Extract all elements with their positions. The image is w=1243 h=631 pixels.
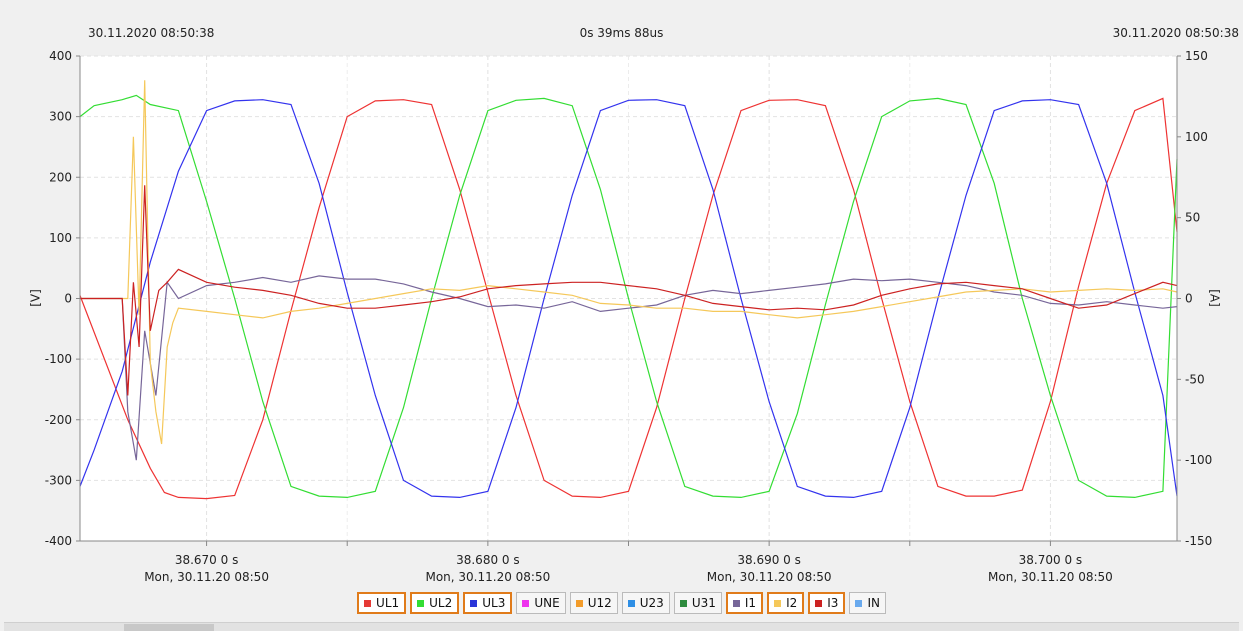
legend-swatch xyxy=(774,599,782,607)
duration-readout: 0s 39ms 88us xyxy=(579,26,664,40)
legend-swatch xyxy=(575,599,583,607)
legend-label: UL1 xyxy=(376,596,400,610)
legend-toggle-ul1[interactable]: UL1 xyxy=(357,592,407,614)
left-tick-label: 200 xyxy=(49,170,72,184)
legend-swatch xyxy=(627,599,635,607)
right-axis-ticks: 150 100 50 0 -50 -100 -150 xyxy=(1177,49,1212,548)
right-tick-label: 100 xyxy=(1185,130,1208,144)
legend-swatch xyxy=(522,599,530,607)
legend-label: UNE xyxy=(534,596,560,610)
legend-swatch xyxy=(364,599,372,607)
x-axis-ticks: 38.670 0 s Mon, 30.11.20 08:50 38.680 0 s M… xyxy=(144,541,1113,584)
right-tick-label: -150 xyxy=(1185,534,1212,548)
legend-toggle-ul3[interactable]: UL3 xyxy=(463,592,513,614)
x-tick-date: Mon, 30.11.20 08:50 xyxy=(144,570,269,584)
start-timestamp: 30.11.2020 08:50:38 xyxy=(88,26,215,40)
legend-label: I3 xyxy=(827,596,839,610)
legend-toggle-i1[interactable]: I1 xyxy=(725,592,764,614)
series-ul1 xyxy=(79,97,1178,500)
legend-label: U23 xyxy=(639,596,664,610)
x-tick-date: Mon, 30.11.20 08:50 xyxy=(988,570,1113,584)
legend-swatch xyxy=(855,599,863,607)
right-tick-label: 150 xyxy=(1185,49,1208,63)
scrollbar-thumb[interactable] xyxy=(124,624,214,631)
left-tick-label: 300 xyxy=(49,110,72,124)
left-axis-title: [V] xyxy=(29,289,43,307)
legend-toggle-u12[interactable]: U12 xyxy=(569,592,618,614)
legend-toggle-u31[interactable]: U31 xyxy=(673,592,722,614)
x-tick-label: 38.690 0 s xyxy=(737,553,801,567)
channel-legend: UL1 UL2 UL3 UNE U12 U23 U31 I1 I2 I3 IN xyxy=(0,592,1243,614)
right-tick-label: -50 xyxy=(1185,372,1205,386)
legend-label: U31 xyxy=(691,596,716,610)
legend-toggle-une[interactable]: UNE xyxy=(516,592,566,614)
legend-toggle-i2[interactable]: I2 xyxy=(767,592,805,614)
legend-toggle-u23[interactable]: U23 xyxy=(621,592,670,614)
left-tick-label: 100 xyxy=(49,231,72,245)
legend-swatch xyxy=(679,599,687,607)
legend-label: U12 xyxy=(587,596,612,610)
series-layer xyxy=(79,80,1178,500)
legend-swatch xyxy=(732,599,740,607)
legend-label: UL3 xyxy=(482,596,506,610)
legend-toggle-in[interactable]: IN xyxy=(849,592,886,614)
legend-toggle-ul2[interactable]: UL2 xyxy=(410,592,460,614)
right-axis-title: [A] xyxy=(1208,289,1222,307)
series-i2 xyxy=(80,80,1178,445)
legend-swatch xyxy=(417,599,425,607)
left-tick-label: -200 xyxy=(45,413,72,427)
x-tick-label: 38.670 0 s xyxy=(175,553,239,567)
end-timestamp: 30.11.2020 08:50:38 xyxy=(1112,26,1239,40)
x-tick-date: Mon, 30.11.20 08:50 xyxy=(425,570,550,584)
legend-label: I1 xyxy=(744,596,757,610)
legend-label: I2 xyxy=(786,596,798,610)
left-tick-label: -400 xyxy=(45,534,72,548)
left-tick-label: -300 xyxy=(45,473,72,487)
series-i3 xyxy=(80,185,1178,396)
legend-swatch xyxy=(815,599,823,607)
x-tick-label: 38.700 0 s xyxy=(1019,553,1083,567)
x-tick-date: Mon, 30.11.20 08:50 xyxy=(707,570,832,584)
legend-label: IN xyxy=(867,596,880,610)
series-ul3 xyxy=(79,99,1178,499)
left-axis-ticks: 400 300 200 100 0 -100 -200 -300 -400 xyxy=(45,49,80,548)
right-tick-label: -100 xyxy=(1185,453,1212,467)
left-tick-label: 400 xyxy=(49,49,72,63)
legend-label: UL2 xyxy=(429,596,453,610)
left-tick-label: -100 xyxy=(45,352,72,366)
right-tick-label: 50 xyxy=(1185,211,1200,225)
x-tick-label: 38.680 0 s xyxy=(456,553,520,567)
waveform-chart[interactable]: 400 300 200 100 0 -100 -200 -300 -400 150 100 50 0 -… xyxy=(0,0,1243,590)
left-tick-label: 0 xyxy=(64,292,72,306)
legend-swatch xyxy=(470,599,478,607)
horizontal-scrollbar[interactable] xyxy=(4,622,1239,631)
legend-toggle-i3[interactable]: I3 xyxy=(808,592,846,614)
right-tick-label: 0 xyxy=(1185,292,1193,306)
